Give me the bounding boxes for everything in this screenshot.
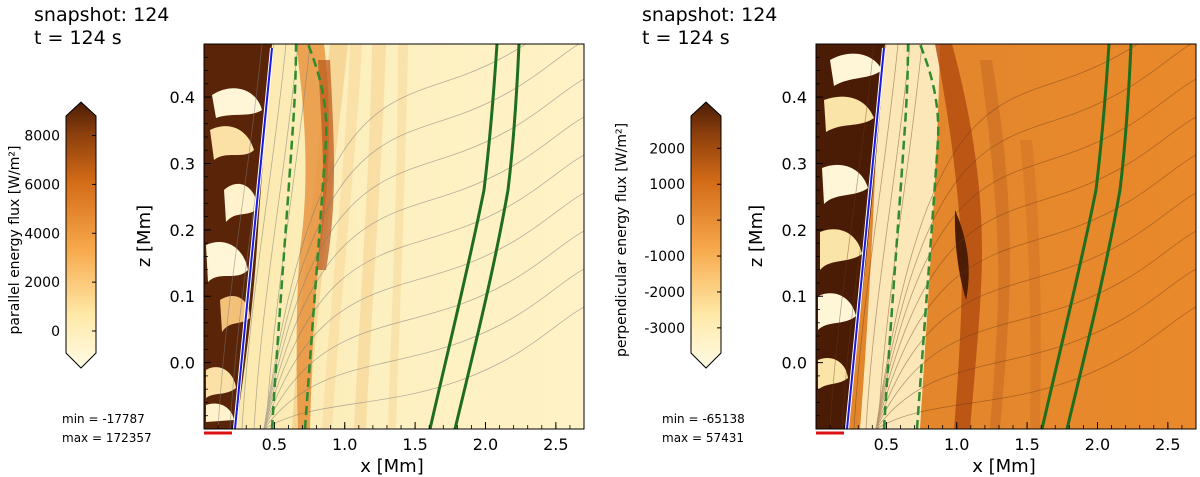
y-tick-label: 0.0 <box>782 354 807 373</box>
snapshot-label: snapshot: 124 <box>34 4 169 26</box>
field-line <box>263 154 584 429</box>
max-value: max = 172357 <box>62 431 152 445</box>
x-tick-label: 2.5 <box>1155 435 1180 454</box>
blue-line <box>846 47 885 429</box>
blue-line <box>234 47 273 429</box>
field-line <box>875 192 1196 429</box>
field-line <box>263 78 584 429</box>
colorbar-label: parallel energy flux [W/m²] <box>7 146 23 335</box>
colorbar-tick-label: 0 <box>51 324 60 340</box>
x-tick-label: 1.0 <box>332 435 357 454</box>
colorbar-tick-label: -1000 <box>644 249 685 265</box>
colorbar-tick-label: -2000 <box>644 285 685 301</box>
y-tick-label: 0.2 <box>170 221 195 240</box>
colorbar-label: perpendicular energy flux [W/m²] <box>614 123 630 357</box>
axes-parallel: 0.5 1.0 1.5 2.0 2.5 0.0 0.1 0.2 0.3 0.4 <box>170 43 571 454</box>
colorbar-tick-label: 8000 <box>24 129 60 145</box>
colorbar-parallel: 8000 6000 4000 2000 0 parallel energy flux [… <box>7 101 97 369</box>
colorbar-perpendicular: 2000 1000 0 -1000 -2000 -3000 perpendicular e… <box>614 101 722 369</box>
x-tick-label: 2.5 <box>543 435 568 454</box>
y-axis-label: z [Mm] <box>746 205 767 267</box>
field-line <box>875 154 1196 429</box>
field-line <box>217 44 263 429</box>
y-tick-label: 0.3 <box>782 154 807 173</box>
y-tick-label: 0.4 <box>782 88 807 107</box>
time-label: t = 124 s <box>642 27 730 49</box>
field-line <box>263 306 584 429</box>
field-line <box>875 78 1196 429</box>
field-line <box>853 44 899 429</box>
field-line <box>875 44 1139 429</box>
field-line <box>875 268 1196 429</box>
x-tick-label: 1.5 <box>1014 435 1039 454</box>
x-axis-label: x [Mm] <box>972 456 1035 477</box>
field-line <box>829 44 875 429</box>
panel-perpendicular: snapshot: 124 t = 124 s 2000 1000 0 -1000 -2… <box>614 4 1197 477</box>
plot-frame <box>203 43 585 430</box>
colorbar-bar <box>65 101 97 369</box>
snapshot-label: snapshot: 124 <box>642 4 777 26</box>
colorbar-tick-label: 6000 <box>24 177 60 193</box>
x-tick-label: 2.0 <box>473 435 498 454</box>
plot-frame <box>815 43 1197 430</box>
colorbar-tick-label: 2000 <box>649 141 685 157</box>
field-line <box>241 44 287 429</box>
field-line <box>875 44 1192 429</box>
field-line <box>263 192 584 429</box>
colorbar-tick-label: 4000 <box>24 226 60 242</box>
y-tick-label: 0.1 <box>170 287 195 306</box>
colorbar-tick-label: 1000 <box>649 177 685 193</box>
field-line <box>263 44 580 429</box>
heatmap-perpendicular <box>816 44 1196 429</box>
x-tick-label: 0.5 <box>262 435 287 454</box>
y-axis-label: z [Mm] <box>134 205 155 267</box>
colorbar-tick-label: 2000 <box>24 275 60 291</box>
panel-parallel: snapshot: 124 t = 124 s 8000 6000 4000 2000… <box>7 4 585 477</box>
x-tick-label: 1.0 <box>944 435 969 454</box>
heatmap-parallel <box>204 44 584 429</box>
time-label: t = 124 s <box>34 27 122 49</box>
field-line <box>263 44 527 429</box>
y-tick-label: 0.0 <box>170 354 195 373</box>
y-tick-label: 0.3 <box>170 154 195 173</box>
field-line <box>253 44 299 429</box>
min-value: min = -17787 <box>62 412 145 426</box>
field-line <box>875 230 1196 429</box>
field-line <box>875 116 1196 429</box>
colorbar-tick-label: 0 <box>676 213 685 229</box>
x-tick-label: 0.5 <box>874 435 899 454</box>
max-value: max = 57431 <box>662 431 744 445</box>
field-line <box>263 230 584 429</box>
field-line <box>875 306 1196 429</box>
colorbar-tick-label: -3000 <box>644 321 685 337</box>
field-line <box>263 268 584 429</box>
field-line <box>263 116 584 429</box>
y-tick-label: 0.1 <box>782 287 807 306</box>
colorbar-bar <box>690 101 722 369</box>
axes-perpendicular: 0.5 1.0 1.5 2.0 2.5 0.0 0.1 0.2 0.3 0.4 <box>782 43 1183 454</box>
x-axis-label: x [Mm] <box>360 456 423 477</box>
field-line <box>865 44 911 429</box>
min-value: min = -65138 <box>662 412 745 426</box>
y-tick-label: 0.4 <box>170 88 195 107</box>
x-tick-label: 2.0 <box>1085 435 1110 454</box>
x-tick-label: 1.5 <box>402 435 427 454</box>
y-tick-label: 0.2 <box>782 221 807 240</box>
